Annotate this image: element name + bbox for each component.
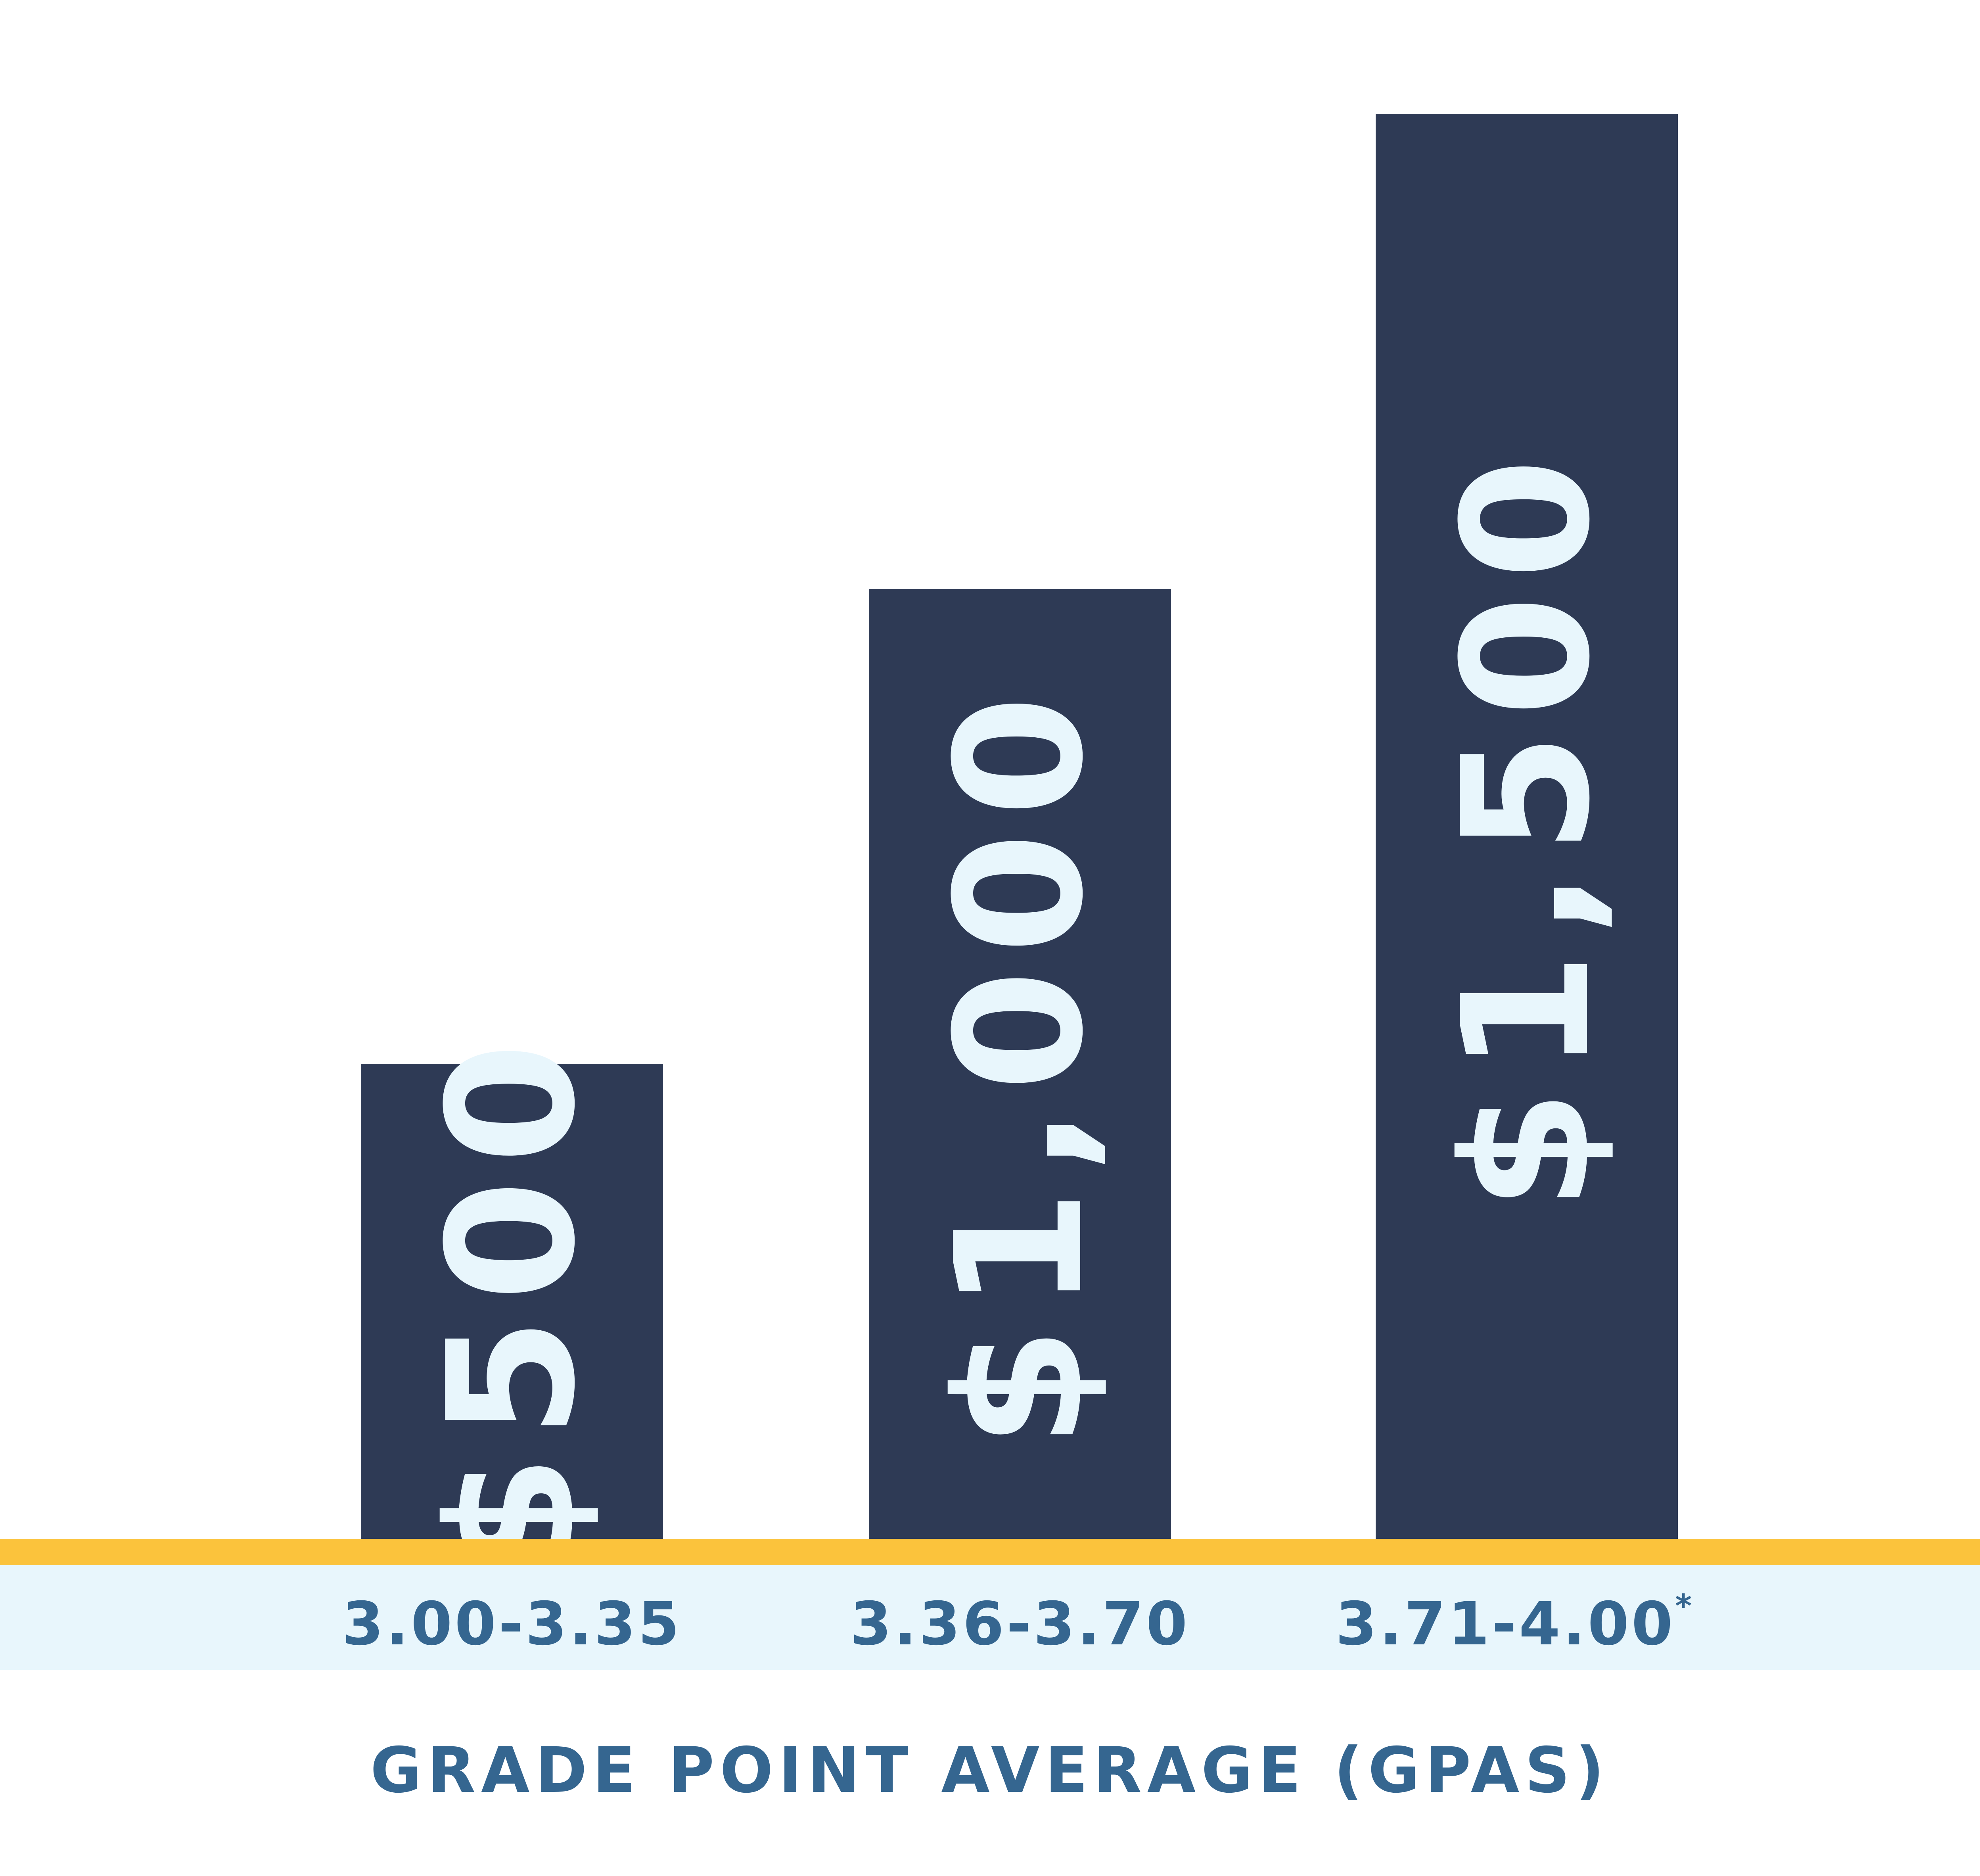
x-axis-title: GRADE POINT AVERAGE (GPAS) — [370, 1734, 1610, 1807]
x-axis-baseline — [0, 1539, 1980, 1565]
bar-value-label-3: $1,500 — [1425, 442, 1628, 1211]
category-label-band — [0, 1565, 1980, 1670]
bar-2: $1,000 — [869, 589, 1171, 1539]
x-tick-label-3: 3.71-4.00* — [1335, 1588, 1694, 1659]
bar-1: $500 — [361, 1027, 663, 1576]
bar-value-label-2: $1,000 — [918, 679, 1121, 1448]
bar-3: $1,500 — [1376, 114, 1678, 1539]
footnote-asterisk: * — [1675, 1588, 1694, 1625]
x-tick-label-1: 3.00-3.35 — [342, 1590, 682, 1659]
x-tick-label-2: 3.36-3.70 — [850, 1590, 1190, 1659]
bar-value-label-1: $500 — [410, 1026, 613, 1576]
